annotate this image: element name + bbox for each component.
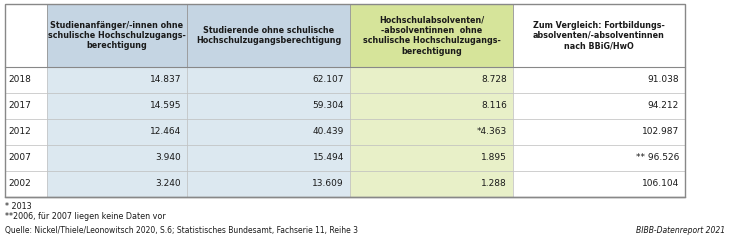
Text: 8.116: 8.116: [481, 101, 507, 111]
Bar: [187, 145, 350, 171]
Bar: [350, 93, 513, 119]
Text: 2002: 2002: [8, 180, 31, 188]
Bar: [5, 67, 47, 93]
Bar: [47, 119, 187, 145]
Text: BIBB-Datenreport 2021: BIBB-Datenreport 2021: [636, 226, 725, 235]
Text: 94.212: 94.212: [648, 101, 679, 111]
Bar: [187, 93, 350, 119]
Text: **2006, für 2007 liegen keine Daten vor: **2006, für 2007 liegen keine Daten vor: [5, 212, 166, 221]
Bar: [47, 93, 187, 119]
Bar: [5, 4, 47, 67]
Text: 3.240: 3.240: [155, 180, 181, 188]
Text: Hochschulabsolventen/
-absolventinnen  ohne
schulische Hochschulzugangs-
berecht: Hochschulabsolventen/ -absolventinnen oh…: [363, 15, 500, 56]
Bar: [513, 93, 685, 119]
Bar: [187, 67, 350, 93]
Bar: [513, 145, 685, 171]
Text: 2007: 2007: [8, 154, 31, 162]
Text: 59.304: 59.304: [312, 101, 344, 111]
Bar: [350, 4, 513, 67]
Bar: [513, 119, 685, 145]
Text: 2017: 2017: [8, 101, 31, 111]
Bar: [513, 67, 685, 93]
Text: Quelle: Nickel/Thiele/Leonowitsch 2020, S.6; Statistisches Bundesamt, Fachserie : Quelle: Nickel/Thiele/Leonowitsch 2020, …: [5, 226, 358, 235]
Text: 91.038: 91.038: [648, 75, 679, 85]
Bar: [350, 119, 513, 145]
Bar: [350, 145, 513, 171]
Text: 8.728: 8.728: [481, 75, 507, 85]
Text: 2018: 2018: [8, 75, 31, 85]
Text: 106.104: 106.104: [642, 180, 679, 188]
Bar: [47, 145, 187, 171]
Text: 15.494: 15.494: [312, 154, 344, 162]
Bar: [5, 93, 47, 119]
Bar: [47, 171, 187, 197]
Bar: [350, 171, 513, 197]
Text: 1.288: 1.288: [481, 180, 507, 188]
Bar: [187, 171, 350, 197]
Bar: [513, 171, 685, 197]
Text: 14.837: 14.837: [150, 75, 181, 85]
Text: ** 96.526: ** 96.526: [636, 154, 679, 162]
Bar: [5, 145, 47, 171]
Text: 62.107: 62.107: [312, 75, 344, 85]
Text: * 2013: * 2013: [5, 202, 31, 211]
Text: 3.940: 3.940: [155, 154, 181, 162]
Bar: [5, 119, 47, 145]
Text: 2012: 2012: [8, 127, 31, 136]
Text: 102.987: 102.987: [642, 127, 679, 136]
Text: Studierende ohne schulische
Hochschulzugangsberechtigung: Studierende ohne schulische Hochschulzug…: [196, 26, 341, 45]
Bar: [47, 4, 187, 67]
Text: 13.609: 13.609: [312, 180, 344, 188]
Text: 14.595: 14.595: [150, 101, 181, 111]
Text: 1.895: 1.895: [481, 154, 507, 162]
Bar: [187, 119, 350, 145]
Text: 12.464: 12.464: [150, 127, 181, 136]
Bar: [350, 67, 513, 93]
Bar: [513, 4, 685, 67]
Text: *4.363: *4.363: [477, 127, 507, 136]
Bar: [47, 67, 187, 93]
Text: Studienanfänger/-innen ohne
schulische Hochschulzugangs-
berechtigung: Studienanfänger/-innen ohne schulische H…: [48, 21, 186, 50]
Text: 40.439: 40.439: [312, 127, 344, 136]
Text: Zum Vergleich: Fortbildungs-
absolventen/-absolventinnen
nach BBiG/HwO: Zum Vergleich: Fortbildungs- absolventen…: [533, 21, 665, 50]
Bar: [187, 4, 350, 67]
Bar: [5, 171, 47, 197]
Bar: [5, 4, 685, 197]
